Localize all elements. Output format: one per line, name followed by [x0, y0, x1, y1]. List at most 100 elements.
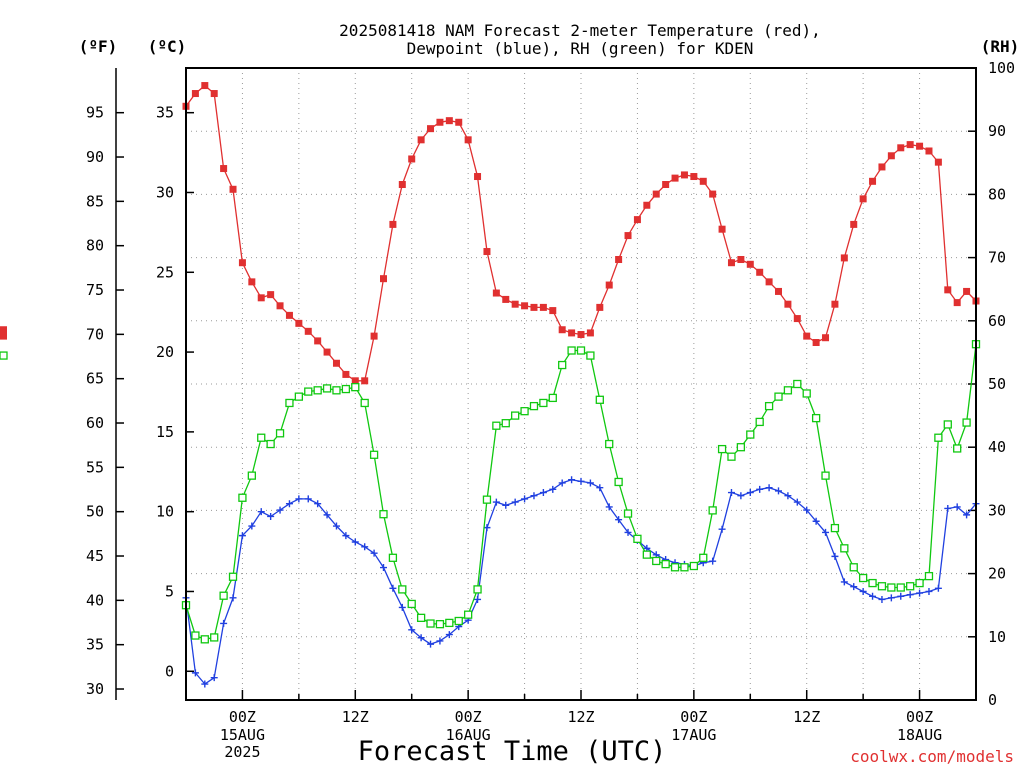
- rh-tick-label: 40: [988, 438, 1006, 456]
- rh-tick-label: 80: [988, 185, 1006, 203]
- rh-point: [802, 389, 811, 398]
- temperature-point: [944, 286, 952, 294]
- rh-point: [642, 550, 651, 559]
- fahrenheit-axis-unit: (ºF): [79, 37, 118, 56]
- rh-point: [774, 392, 783, 401]
- chart-title-line-2: Dewpoint (blue), RH (green) for KDEN: [407, 39, 754, 58]
- dewpoint-point: [248, 522, 256, 530]
- dewpoint-point: [511, 498, 519, 506]
- temperature-point: [257, 294, 265, 302]
- rh-point: [539, 398, 548, 408]
- temperature-point: [633, 216, 641, 224]
- fahrenheit-tick-label: 55: [86, 458, 104, 476]
- dewpoint-point: [822, 528, 830, 536]
- temperature-point: [775, 287, 782, 295]
- fahrenheit-tick-label: 65: [86, 370, 104, 388]
- dewpoint-point: [605, 503, 613, 511]
- temperature-point: [643, 201, 651, 209]
- rh-point: [906, 582, 915, 591]
- time-tick-date-label: 16AUG: [446, 726, 491, 744]
- fahrenheit-tick-label: 60: [86, 414, 104, 432]
- rh-point: [304, 387, 313, 396]
- fahrenheit-tick-label: 35: [86, 636, 104, 654]
- temperature-point: [727, 259, 735, 267]
- rh-point: [463, 610, 473, 619]
- dewpoint-point: [201, 680, 209, 688]
- temperature-point: [445, 117, 453, 125]
- rh-tick-label: 0: [988, 691, 997, 709]
- rh-tick-label: 70: [988, 249, 1006, 267]
- rh-point: [567, 346, 576, 355]
- dewpoint-point: [474, 595, 482, 603]
- rh-point: [228, 572, 238, 581]
- rh-point: [699, 553, 708, 562]
- time-tick-hour-label: 12Z: [793, 708, 820, 726]
- dewpoint-point: [492, 498, 500, 506]
- temperature-point: [530, 303, 538, 311]
- dewpoint-point: [906, 591, 914, 599]
- dewpoint-point: [267, 512, 275, 520]
- fahrenheit-tick-label: 90: [86, 148, 104, 166]
- dewpoint-point: [793, 498, 801, 506]
- x-axis-label: Forecast Time (UTC): [358, 736, 667, 767]
- temperature-point: [615, 256, 623, 264]
- temperature-point: [652, 190, 660, 198]
- dewpoint-point: [727, 489, 735, 497]
- temperature-point: [878, 163, 886, 171]
- temperature-point: [963, 287, 971, 295]
- temperature-point: [201, 82, 209, 90]
- fahrenheit-tick-label: 75: [86, 281, 104, 299]
- fahrenheit-tick-label: 70: [86, 325, 104, 343]
- grid-lines: [186, 68, 976, 700]
- celsius-tick-label: 15: [156, 423, 174, 441]
- dewpoint-point: [916, 589, 924, 597]
- rh-point: [529, 401, 539, 411]
- fahrenheit-tick-label: 80: [86, 237, 104, 255]
- dewpoint-point: [718, 525, 726, 533]
- rh-point: [783, 386, 793, 395]
- rh-point: [605, 439, 614, 449]
- fahrenheit-tick-label: 30: [86, 680, 104, 698]
- dewpoint-point: [436, 637, 444, 645]
- rh-point: [435, 620, 445, 629]
- temperature-point: [417, 136, 425, 144]
- rh-point: [746, 430, 755, 439]
- temperature-point: [831, 300, 839, 308]
- rh-point: [623, 509, 633, 518]
- temperature-point: [887, 152, 895, 160]
- dewpoint-point: [229, 594, 237, 602]
- rh-point: [858, 573, 868, 583]
- temperature-point: [342, 370, 350, 378]
- plot-frame: [185, 67, 977, 701]
- rh-point: [369, 450, 379, 459]
- temperature-point: [483, 248, 491, 256]
- dewpoint-point: [624, 528, 632, 536]
- rh-point: [614, 477, 623, 487]
- rh-point: [877, 582, 887, 591]
- rh-point: [652, 556, 661, 566]
- rh-point: [680, 563, 689, 572]
- rh-point: [257, 433, 266, 442]
- credit-text: coolwx.com/models: [850, 747, 1014, 766]
- rh-point: [210, 633, 219, 642]
- temperature-point: [746, 260, 754, 268]
- temperature-point: [859, 195, 867, 203]
- temperature-point: [492, 289, 500, 297]
- temperature-point: [906, 141, 914, 149]
- rh-point: [294, 392, 304, 401]
- dewpoint-point: [323, 511, 331, 519]
- temperature-point: [323, 348, 331, 356]
- temperature-point: [267, 291, 275, 299]
- temperature-point: [568, 329, 576, 337]
- dewpoint-point: [963, 511, 971, 519]
- temperature-point: [586, 329, 594, 337]
- rh-tick-label: 100: [988, 59, 1015, 77]
- temperature-point: [558, 326, 566, 334]
- dewpoint-point: [746, 489, 754, 497]
- temperature-point: [238, 259, 246, 267]
- dewpoint-point: [380, 564, 387, 572]
- rh-point: [360, 398, 369, 408]
- time-tick-year-label: 2025: [224, 743, 260, 761]
- dewpoint-point: [859, 587, 867, 595]
